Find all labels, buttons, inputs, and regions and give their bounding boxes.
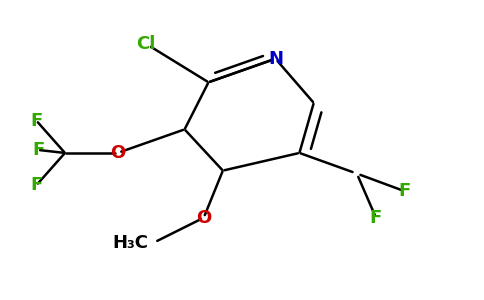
Text: H₃C: H₃C [113, 234, 149, 252]
Text: Cl: Cl [136, 35, 156, 53]
Text: F: F [370, 209, 382, 227]
Text: F: F [32, 141, 45, 159]
Text: O: O [110, 144, 125, 162]
Text: N: N [268, 50, 283, 68]
Text: F: F [30, 176, 43, 194]
Text: F: F [398, 182, 411, 200]
Text: F: F [30, 112, 43, 130]
Text: O: O [196, 209, 212, 227]
